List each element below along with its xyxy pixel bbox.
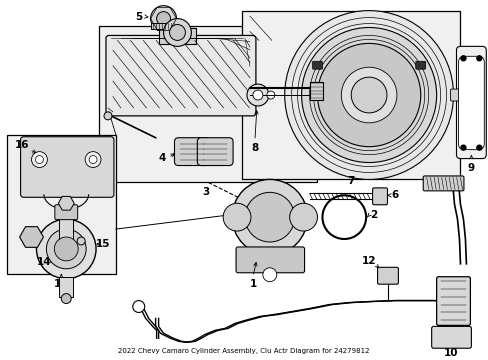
FancyBboxPatch shape: [372, 188, 386, 205]
Circle shape: [476, 145, 481, 150]
FancyBboxPatch shape: [20, 137, 114, 197]
Bar: [309, 82, 323, 100]
Circle shape: [61, 294, 71, 303]
Circle shape: [341, 67, 396, 123]
Text: 14: 14: [37, 257, 52, 267]
Circle shape: [301, 27, 436, 163]
Text: 15: 15: [96, 239, 110, 249]
Bar: [158, 28, 196, 44]
Text: 16: 16: [14, 140, 29, 150]
FancyBboxPatch shape: [436, 277, 469, 325]
Circle shape: [252, 90, 263, 100]
Circle shape: [223, 203, 250, 231]
Circle shape: [163, 19, 191, 46]
Circle shape: [266, 91, 274, 99]
Circle shape: [54, 237, 78, 261]
Circle shape: [476, 56, 481, 61]
FancyBboxPatch shape: [55, 205, 78, 220]
Circle shape: [37, 219, 96, 279]
FancyBboxPatch shape: [458, 56, 483, 150]
Text: 7: 7: [347, 176, 354, 186]
Bar: [59, 277, 73, 297]
Bar: [59, 214, 73, 242]
Text: 12: 12: [361, 256, 376, 266]
Circle shape: [46, 229, 86, 269]
FancyBboxPatch shape: [423, 176, 463, 191]
FancyBboxPatch shape: [431, 327, 470, 348]
Circle shape: [31, 152, 47, 167]
FancyBboxPatch shape: [377, 267, 398, 284]
Text: 4: 4: [159, 153, 166, 163]
Circle shape: [350, 77, 386, 113]
Text: 13: 13: [54, 279, 68, 289]
FancyBboxPatch shape: [236, 247, 304, 273]
Circle shape: [133, 301, 144, 312]
Circle shape: [104, 112, 112, 120]
Bar: [150, 23, 176, 30]
Circle shape: [36, 156, 43, 163]
Text: 6: 6: [390, 190, 398, 200]
FancyBboxPatch shape: [312, 61, 322, 69]
Circle shape: [317, 44, 420, 147]
Text: 2022 Chevy Camaro Cylinder Assembly, Clu Actr Diagram for 24279812: 2022 Chevy Camaro Cylinder Assembly, Clu…: [118, 348, 369, 354]
Text: 9: 9: [467, 162, 474, 172]
Circle shape: [169, 24, 185, 40]
Circle shape: [263, 268, 276, 282]
Circle shape: [77, 237, 85, 245]
FancyBboxPatch shape: [449, 89, 460, 101]
Circle shape: [284, 11, 452, 179]
Circle shape: [156, 12, 170, 26]
Circle shape: [89, 156, 97, 163]
Bar: [242, 11, 460, 179]
Text: 10: 10: [444, 348, 458, 358]
Circle shape: [244, 192, 294, 242]
Text: 8: 8: [251, 143, 258, 153]
Text: 3: 3: [202, 187, 209, 197]
Text: 5: 5: [135, 12, 142, 22]
Text: 1: 1: [249, 279, 256, 289]
Bar: [7, 135, 116, 274]
Bar: [99, 26, 317, 183]
FancyBboxPatch shape: [456, 46, 485, 158]
FancyBboxPatch shape: [197, 138, 233, 166]
Circle shape: [232, 179, 307, 255]
Circle shape: [246, 84, 268, 106]
Circle shape: [460, 145, 465, 150]
Circle shape: [289, 203, 317, 231]
Text: 11: 11: [446, 327, 460, 337]
Text: 2: 2: [370, 210, 377, 220]
FancyBboxPatch shape: [174, 138, 210, 166]
Circle shape: [150, 6, 176, 31]
FancyBboxPatch shape: [106, 35, 255, 116]
Circle shape: [85, 152, 101, 167]
FancyBboxPatch shape: [415, 61, 425, 69]
Circle shape: [460, 56, 465, 61]
